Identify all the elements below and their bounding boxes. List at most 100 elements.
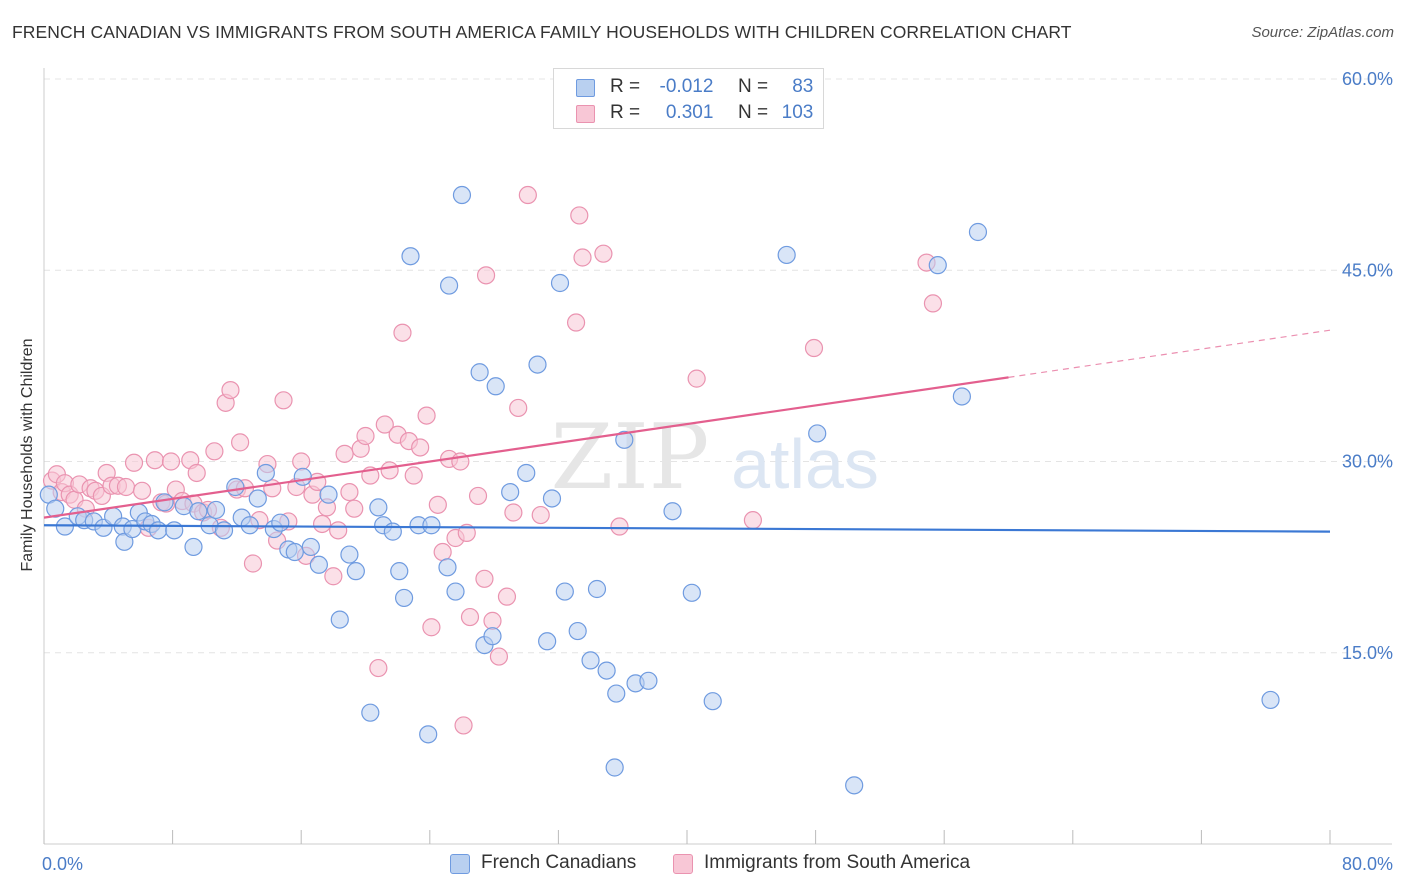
legend-r-label: R = bbox=[610, 76, 641, 97]
data-point bbox=[457, 523, 476, 543]
data-point bbox=[149, 521, 168, 540]
data-point bbox=[422, 516, 441, 535]
data-point bbox=[483, 627, 502, 646]
data-point bbox=[145, 451, 165, 470]
legend-r-value: -0.012 bbox=[659, 76, 714, 97]
data-point bbox=[187, 463, 206, 483]
data-point bbox=[393, 323, 412, 342]
pink-trend-line bbox=[43, 376, 1009, 519]
data-point bbox=[293, 467, 312, 486]
data-point bbox=[607, 684, 626, 703]
data-point bbox=[489, 647, 509, 666]
data-point bbox=[285, 542, 304, 562]
data-point bbox=[422, 618, 441, 637]
data-point bbox=[419, 725, 438, 744]
source-credit: Source: ZipAtlas.com bbox=[1251, 24, 1394, 41]
data-point bbox=[340, 545, 359, 564]
data-point bbox=[587, 579, 607, 599]
data-point bbox=[682, 583, 701, 602]
data-point bbox=[346, 562, 365, 581]
data-point bbox=[401, 247, 420, 266]
data-point bbox=[501, 483, 520, 502]
data-point bbox=[581, 651, 600, 670]
data-point bbox=[271, 513, 290, 532]
data-point bbox=[566, 313, 586, 332]
data-point bbox=[361, 703, 380, 722]
series-name: Immigrants from South America bbox=[704, 852, 971, 873]
data-point bbox=[509, 398, 528, 418]
data-point bbox=[335, 444, 354, 463]
trend-lines bbox=[43, 329, 1331, 533]
data-point bbox=[460, 607, 480, 627]
data-point bbox=[206, 500, 226, 520]
data-point bbox=[468, 486, 488, 506]
data-point bbox=[570, 206, 589, 225]
data-point bbox=[475, 569, 494, 588]
data-point bbox=[330, 610, 349, 629]
data-point bbox=[292, 452, 311, 471]
pink-trend-extension bbox=[1008, 329, 1331, 378]
series-name: French Canadians bbox=[481, 852, 637, 873]
blue-points bbox=[39, 185, 1280, 795]
data-point bbox=[256, 463, 275, 483]
blue-trend-line bbox=[43, 524, 1331, 533]
chart-title: FRENCH CANADIAN VS IMMIGRANTS FROM SOUTH… bbox=[12, 22, 1072, 42]
data-point bbox=[615, 430, 634, 449]
data-point bbox=[703, 692, 722, 711]
data-point bbox=[329, 521, 348, 540]
data-point bbox=[301, 537, 320, 557]
data-point bbox=[928, 256, 947, 275]
axes bbox=[43, 68, 1392, 845]
data-point bbox=[497, 587, 517, 606]
data-point bbox=[486, 377, 505, 396]
data-point bbox=[221, 381, 240, 400]
data-point bbox=[743, 511, 763, 530]
data-point bbox=[923, 294, 943, 313]
data-point bbox=[124, 453, 144, 472]
data-point bbox=[804, 338, 824, 358]
data-point bbox=[205, 442, 224, 461]
data-point bbox=[132, 481, 152, 500]
correlation-legend: R = -0.012 N = 83 R = 0.301 N = 103 bbox=[553, 68, 824, 129]
data-point bbox=[594, 244, 613, 263]
x-tick-label-min: 0.0% bbox=[42, 854, 83, 874]
data-point bbox=[777, 245, 796, 265]
data-point bbox=[411, 438, 430, 457]
y-tick-label: 30.0% bbox=[1342, 452, 1393, 472]
data-point bbox=[226, 477, 245, 497]
watermark-atlas: atlas bbox=[731, 425, 879, 503]
data-point bbox=[610, 517, 629, 536]
y-tick-label: 60.0% bbox=[1342, 69, 1393, 89]
data-point bbox=[568, 621, 587, 641]
data-point bbox=[184, 537, 203, 557]
data-point bbox=[417, 406, 436, 425]
data-point bbox=[390, 562, 409, 581]
data-point bbox=[845, 776, 864, 795]
data-point bbox=[248, 489, 267, 508]
data-point bbox=[438, 558, 457, 577]
data-point bbox=[483, 611, 502, 630]
data-point bbox=[952, 387, 971, 406]
watermark-zip: ZIP bbox=[551, 405, 710, 510]
pink-square-icon bbox=[673, 854, 693, 874]
data-point bbox=[538, 632, 557, 651]
data-point bbox=[428, 495, 447, 514]
data-point bbox=[383, 522, 402, 541]
x-tick-label-max: 80.0% bbox=[1342, 854, 1393, 874]
data-point bbox=[550, 273, 570, 293]
data-point bbox=[446, 582, 465, 601]
data-point bbox=[808, 424, 827, 443]
data-point bbox=[555, 582, 574, 601]
data-point bbox=[375, 415, 394, 434]
data-point bbox=[605, 758, 624, 777]
data-point bbox=[452, 185, 472, 205]
blue-square-icon bbox=[450, 854, 470, 874]
blue-swatch-icon bbox=[576, 79, 595, 97]
data-point bbox=[597, 661, 616, 680]
data-point bbox=[243, 554, 263, 573]
data-point bbox=[476, 266, 496, 285]
data-point bbox=[531, 505, 550, 525]
data-point bbox=[309, 555, 328, 574]
y-tick-label: 15.0% bbox=[1342, 643, 1393, 663]
